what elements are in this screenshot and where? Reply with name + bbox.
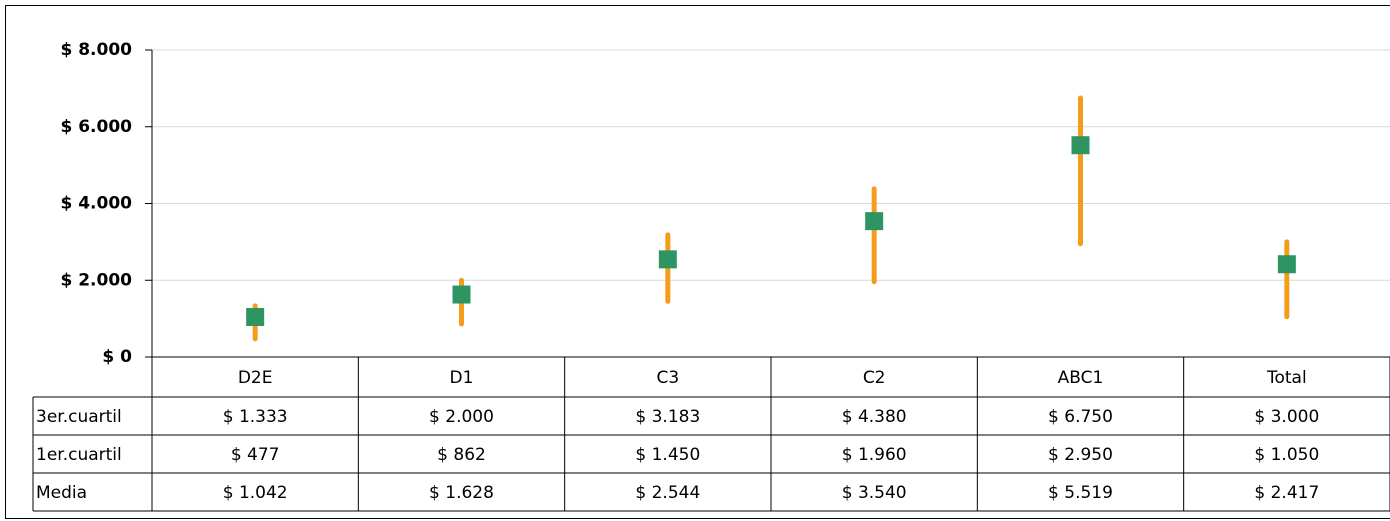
x-tick-label: Total	[1266, 368, 1307, 388]
table-value: $ 3.000	[1254, 407, 1319, 427]
chart-border	[5, 5, 1390, 519]
table-value: $ 6.750	[1048, 407, 1113, 427]
mean-marker	[1071, 136, 1090, 155]
table-value: $ 3.183	[635, 407, 700, 427]
mean-marker	[658, 250, 677, 269]
table-value: $ 1.628	[429, 483, 494, 503]
table-value: $ 1.960	[842, 445, 907, 465]
table-value: $ 2.950	[1048, 445, 1113, 465]
x-tick-label: D1	[450, 368, 474, 388]
table-value: $ 862	[437, 445, 486, 465]
mean-marker	[865, 212, 884, 231]
table-value: $ 1.450	[635, 445, 700, 465]
mean-marker	[452, 285, 471, 304]
table-value: $ 1.042	[223, 483, 288, 503]
table-value: $ 477	[231, 445, 280, 465]
y-tick-label: $ 8.000	[60, 40, 132, 60]
table-value: $ 5.519	[1048, 483, 1113, 503]
legend-label: 3er.cuartil	[36, 407, 122, 427]
table-value: $ 1.050	[1254, 445, 1319, 465]
table-value: $ 2.544	[635, 483, 700, 503]
x-tick-label: C2	[863, 368, 886, 388]
table-value: $ 4.380	[842, 407, 907, 427]
mean-marker	[1277, 255, 1296, 274]
x-tick-label: C3	[656, 368, 679, 388]
y-tick-label: $ 0	[102, 347, 132, 367]
table-value: $ 2.417	[1254, 483, 1319, 503]
x-tick-label: ABC1	[1058, 368, 1104, 388]
y-tick-label: $ 4.000	[60, 194, 132, 214]
table-value: $ 3.540	[842, 483, 907, 503]
y-tick-label: $ 6.000	[60, 117, 132, 137]
mean-marker	[246, 308, 265, 327]
legend-label: Media	[36, 483, 87, 503]
table-value: $ 1.333	[223, 407, 288, 427]
y-tick-label: $ 2.000	[60, 270, 132, 290]
x-tick-label: D2E	[238, 368, 273, 388]
legend-label: 1er.cuartil	[36, 445, 122, 465]
table-value: $ 2.000	[429, 407, 494, 427]
